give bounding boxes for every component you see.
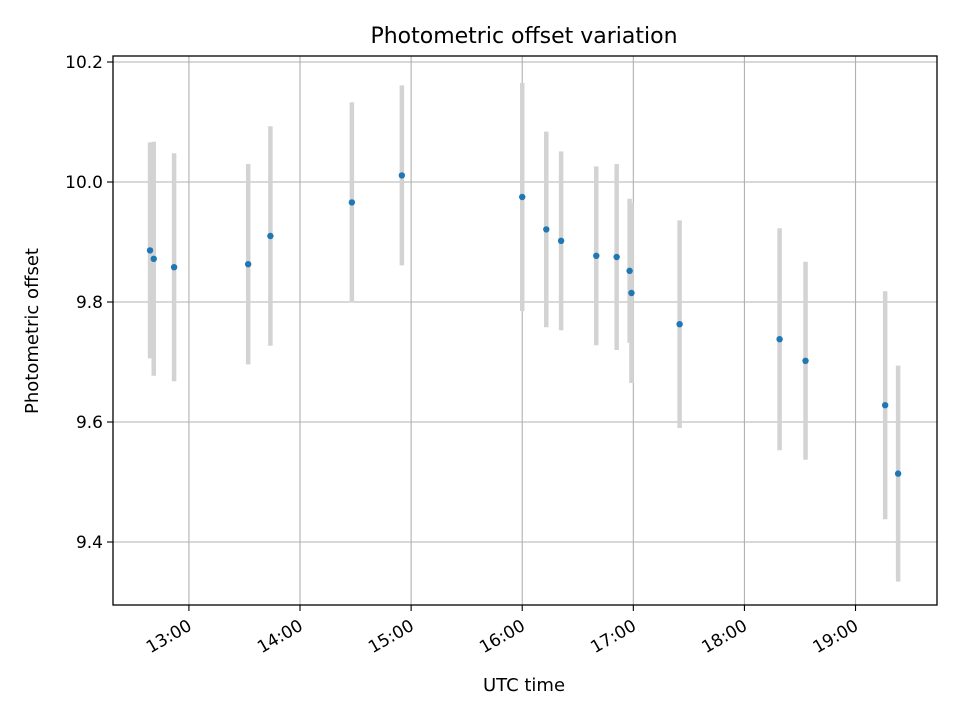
y-tick-label: 9.6 bbox=[76, 413, 103, 433]
data-point bbox=[776, 336, 783, 343]
data-point bbox=[593, 252, 600, 259]
x-axis-ticks: 13:00 14:00 15:00 16:00 17:00 18:00 19:00 bbox=[143, 605, 862, 658]
data-point bbox=[894, 470, 902, 477]
x-tick-label: 13:00 bbox=[143, 616, 195, 658]
data-point bbox=[244, 261, 252, 268]
x-tick-label: 19:00 bbox=[810, 616, 862, 658]
y-tick-label: 9.4 bbox=[76, 533, 103, 553]
y-axis-label: Photometric offset bbox=[22, 248, 43, 414]
data-point bbox=[613, 253, 620, 261]
data-point bbox=[170, 264, 178, 271]
y-tick-label: 10.2 bbox=[65, 53, 103, 73]
y-tick-label: 9.8 bbox=[76, 293, 103, 313]
y-tick-label: 10.0 bbox=[65, 173, 103, 193]
data-point bbox=[628, 289, 635, 297]
y-axis-ticks: 9.4 9.6 9.8 10.0 10.2 bbox=[65, 53, 113, 553]
grid bbox=[113, 56, 937, 605]
data-point bbox=[802, 357, 809, 364]
x-tick-label: 15:00 bbox=[365, 616, 417, 658]
x-axis-label: UTC time bbox=[483, 675, 565, 696]
x-tick-label: 18:00 bbox=[698, 616, 750, 658]
data-point bbox=[543, 226, 550, 233]
plot-frame bbox=[112, 55, 938, 606]
x-tick-label: 17:00 bbox=[587, 616, 639, 658]
data-point bbox=[150, 255, 157, 262]
data-points bbox=[146, 172, 902, 477]
data-point bbox=[519, 193, 526, 201]
data-point bbox=[398, 172, 406, 179]
data-point bbox=[267, 232, 274, 240]
data-point bbox=[626, 267, 633, 274]
chart-title: Photometric offset variation bbox=[370, 24, 677, 49]
data-point bbox=[676, 321, 683, 328]
error-bars bbox=[147, 83, 901, 582]
data-point bbox=[348, 199, 356, 206]
data-point bbox=[557, 237, 565, 244]
x-tick-label: 14:00 bbox=[254, 616, 306, 658]
x-tick-label: 16:00 bbox=[476, 616, 528, 658]
data-point bbox=[881, 402, 889, 409]
data-point bbox=[146, 247, 154, 254]
